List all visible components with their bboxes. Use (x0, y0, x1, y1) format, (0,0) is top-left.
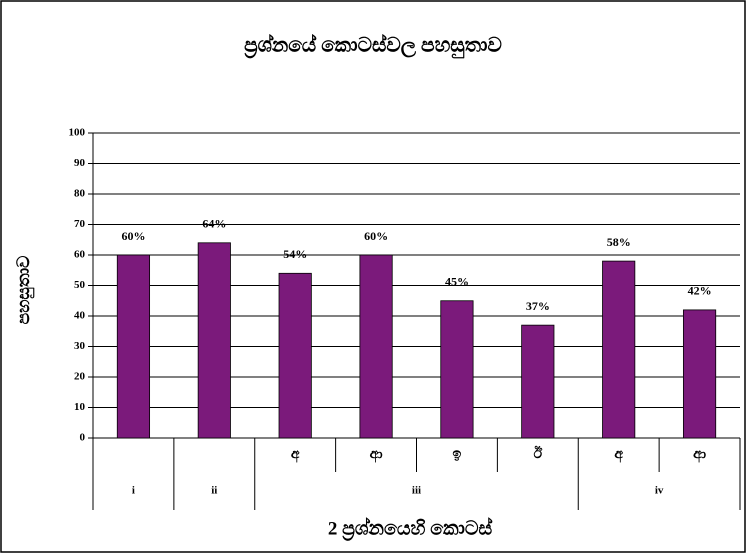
y-tick-label: 80 (74, 188, 86, 200)
group-label: i (132, 485, 135, 497)
value-label: 60% (121, 229, 145, 243)
x-tick-label: ආ (370, 447, 383, 463)
value-label: 42% (688, 284, 712, 298)
y-tick-label: 90 (74, 157, 86, 169)
group-label: iii (412, 485, 421, 497)
y-tick-label: 40 (74, 310, 86, 322)
bar (682, 309, 717, 439)
x-tick-label: අ (291, 447, 300, 463)
bar (602, 260, 636, 439)
group-label: ii (211, 485, 217, 497)
bar (197, 242, 231, 439)
y-tick-label: 100 (69, 127, 86, 139)
bar (359, 254, 393, 439)
y-tick-label: 50 (74, 279, 86, 291)
y-tick-label: 70 (74, 218, 86, 230)
value-label: 54% (283, 247, 307, 261)
group-label: iv (655, 485, 664, 497)
y-tick-label: 20 (74, 371, 86, 383)
y-tick-label: 0 (80, 432, 86, 444)
y-tick-label: 60 (74, 249, 86, 261)
value-label: 64% (202, 217, 226, 231)
y-tick-label: 30 (74, 340, 86, 352)
bar (440, 300, 474, 439)
x-tick-label: අ (614, 447, 623, 463)
value-label: 45% (445, 275, 469, 289)
x-tick-label: ඊ (534, 445, 543, 462)
value-label: 37% (526, 299, 550, 313)
bar (521, 324, 555, 439)
value-label: 60% (364, 229, 388, 243)
value-label: 58% (607, 235, 631, 249)
y-tick-label: 10 (74, 401, 86, 413)
bar (278, 272, 312, 439)
chart-title: ප්‍රශ්නයේ කොටස්වල පහසුතාව (244, 32, 502, 59)
y-axis-label: පහසුතාව (14, 256, 35, 325)
x-tick-label: ඉ (453, 447, 462, 462)
x-axis-label: 2 ප්‍රශ්නයෙහි කොටස් (328, 517, 493, 541)
x-tick-label: ආ (693, 447, 706, 463)
bar (116, 254, 151, 439)
